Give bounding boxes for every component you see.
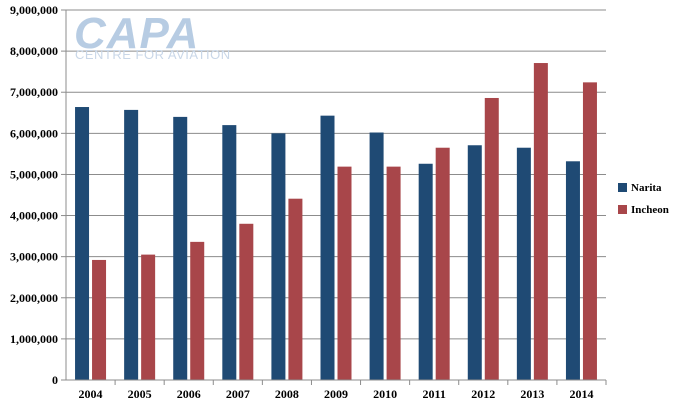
- bar-narita-2007: [222, 125, 237, 380]
- bar-incheon-2014: [582, 82, 597, 380]
- y-tick-label: 0: [52, 373, 58, 387]
- bar-narita-2010: [369, 132, 384, 380]
- y-tick-label: 3,000,000: [10, 250, 58, 264]
- bar-narita-2004: [75, 107, 90, 381]
- y-tick-label: 4,000,000: [10, 209, 58, 223]
- logo-sub-text: CENTRE FOR AVIATION: [75, 47, 231, 62]
- x-tick-label: 2012: [471, 387, 495, 401]
- bar-narita-2006: [173, 116, 188, 380]
- gridlines: [61, 9, 606, 381]
- bar-narita-2012: [467, 145, 482, 380]
- bar-incheon-2012: [484, 97, 499, 380]
- x-tick-label: 2013: [520, 387, 544, 401]
- x-tick-label: 2004: [79, 387, 103, 401]
- bar-narita-2009: [320, 115, 335, 381]
- bar-incheon-2010: [386, 166, 401, 380]
- y-tick-label: 5,000,000: [10, 167, 58, 181]
- bar-incheon-2006: [190, 241, 205, 380]
- x-tick-label: 2005: [128, 387, 152, 401]
- bar-narita-2014: [565, 161, 580, 380]
- y-tick-label: 8,000,000: [10, 44, 58, 58]
- y-tick-label: 7,000,000: [10, 85, 58, 99]
- y-tick-label: 9,000,000: [10, 3, 58, 17]
- y-tick-label: 6,000,000: [10, 126, 58, 140]
- legend: Narita Incheon: [618, 182, 669, 216]
- x-tick-label: 2009: [324, 387, 348, 401]
- bar-incheon-2004: [92, 259, 107, 380]
- axes: [65, 10, 607, 385]
- legend-label-narita: Narita: [631, 182, 662, 194]
- x-tick-label: 2010: [373, 387, 397, 401]
- legend-swatch-narita: [618, 183, 627, 192]
- bar-narita-2008: [271, 133, 286, 380]
- x-tick-labels: 2004 2005 2006 2007 2008 2009 2010 2011 2012 2013…: [79, 387, 594, 401]
- x-tick-label: 2011: [423, 387, 446, 401]
- bars: [75, 63, 597, 381]
- y-tick-labels: 0 1,000,000 2,000,000 3,000,000 4,000,000 5,0…: [10, 3, 58, 387]
- legend-label-incheon: Incheon: [631, 204, 669, 216]
- bar-incheon-2005: [141, 254, 156, 380]
- x-tick-label: 2014: [569, 387, 593, 401]
- bar-narita-2013: [516, 147, 531, 380]
- x-tick-label: 2006: [177, 387, 201, 401]
- bar-incheon-2008: [288, 198, 303, 380]
- bar-incheon-2009: [337, 166, 352, 380]
- capa-logo: CAPA CENTRE FOR AVIATION: [74, 9, 231, 62]
- bar-incheon-2011: [435, 147, 450, 380]
- bar-incheon-2013: [533, 63, 548, 381]
- x-tick-label: 2008: [275, 387, 299, 401]
- y-tick-label: 1,000,000: [10, 332, 58, 346]
- bar-narita-2011: [418, 163, 433, 380]
- legend-swatch-incheon: [618, 205, 627, 214]
- bar-incheon-2007: [239, 223, 254, 380]
- y-tick-label: 2,000,000: [10, 291, 58, 305]
- logo-main-text: CAPA: [74, 9, 199, 58]
- x-tick-label: 2007: [226, 387, 250, 401]
- bar-narita-2005: [124, 109, 139, 381]
